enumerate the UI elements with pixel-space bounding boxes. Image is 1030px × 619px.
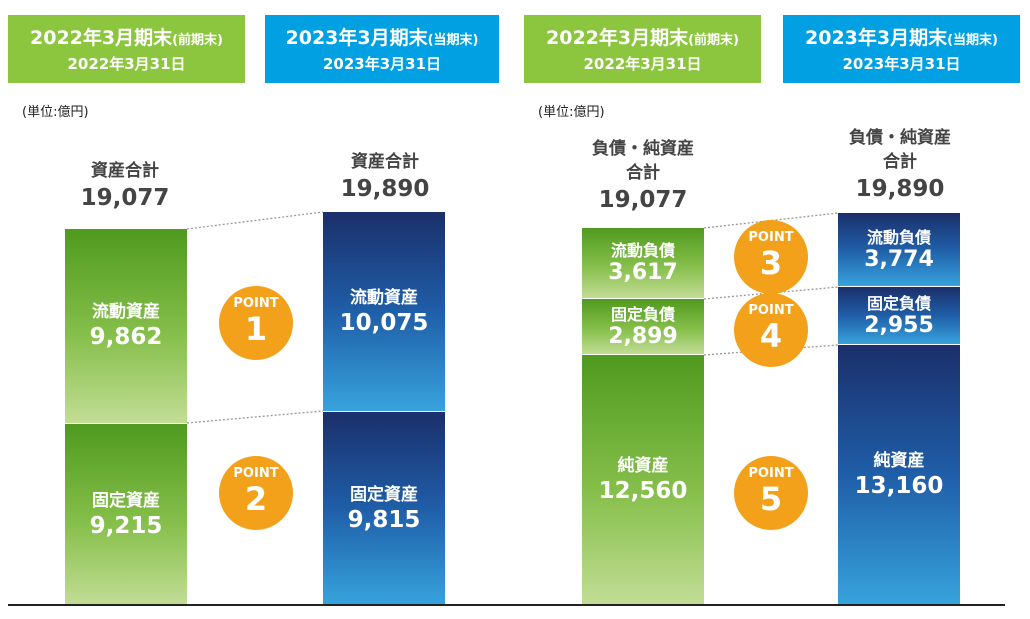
bar-fixed-assets-curr: 固定資産 9,815 <box>323 412 445 605</box>
connector-line <box>186 211 324 230</box>
total-value: 19,890 <box>340 176 430 202</box>
header-title: 2022年3月期末 <box>546 27 689 49</box>
point-word: POINT <box>233 466 279 481</box>
connector-line <box>703 212 839 229</box>
point-number: 5 <box>759 480 783 518</box>
bar-current-assets-curr: 流動資産 10,075 <box>323 212 445 411</box>
bar-current-liab-prev: 流動負債 3,617 <box>582 228 704 298</box>
point-badge-3: POINT 3 <box>734 220 808 294</box>
header-suffix: (当期末) <box>427 33 479 48</box>
bar-fixed-assets-prev: 固定資産 9,215 <box>65 424 187 605</box>
point-number: 2 <box>244 480 268 518</box>
bar-label: 純資産 <box>873 451 925 471</box>
point-badge-5: POINT 5 <box>734 456 808 530</box>
header-date: 2022年3月31日 <box>67 55 186 73</box>
bar-value: 9,815 <box>347 506 421 533</box>
total-assets-curr: 資産合計 19,890 <box>320 150 450 204</box>
header-title: 2022年3月期末 <box>30 27 173 49</box>
header-curr-right: 2023年3月期末(当期末) 2023年3月31日 <box>783 15 1020 83</box>
total-label-line2: 合計 <box>883 152 917 172</box>
bar-label: 流動資産 <box>92 302 160 322</box>
baseline <box>8 604 1005 606</box>
total-label-line2: 合計 <box>626 163 660 183</box>
bar-label: 流動資産 <box>350 287 418 308</box>
total-label-line1: 負債・純資産 <box>592 139 694 159</box>
bar-label: 固定資産 <box>92 490 160 511</box>
point-word: POINT <box>748 230 794 245</box>
bar-fixed-liab-curr: 固定負債 2,955 <box>838 287 960 344</box>
point-word: POINT <box>748 466 794 481</box>
header-curr-left: 2023年3月期末(当期末) 2023年3月31日 <box>265 15 499 83</box>
header-date: 2023年3月31日 <box>842 55 961 73</box>
point-badge-4: POINT 4 <box>734 293 808 367</box>
header-title: 2023年3月期末 <box>285 27 428 49</box>
total-liab-curr: 負債・純資産 合計 19,890 <box>825 126 975 204</box>
total-assets-prev: 資産合計 19,077 <box>60 159 190 213</box>
bar-net-assets-prev: 純資産 12,560 <box>582 355 704 605</box>
connector-line <box>186 410 324 424</box>
header-suffix: (当期末) <box>947 33 998 48</box>
point-word: POINT <box>233 296 279 311</box>
bar-value: 13,160 <box>854 473 944 499</box>
bar-fixed-liab-prev: 固定負債 2,899 <box>582 299 704 354</box>
header-date: 2022年3月31日 <box>583 55 702 73</box>
bar-value: 12,560 <box>598 478 688 504</box>
bar-label: 固定資産 <box>350 484 418 505</box>
bar-value: 2,899 <box>608 323 678 349</box>
point-number: 4 <box>759 317 783 355</box>
total-liab-prev: 負債・純資産 合計 19,077 <box>568 137 718 215</box>
total-value: 19,077 <box>80 185 170 211</box>
bar-value: 9,215 <box>89 512 163 539</box>
bar-current-liab-curr: 流動負債 3,774 <box>838 213 960 286</box>
bar-value: 2,955 <box>864 312 934 338</box>
bar-label: 固定負債 <box>610 304 675 324</box>
total-value: 19,077 <box>598 187 688 213</box>
bar-value: 10,075 <box>339 309 429 336</box>
bar-value: 9,862 <box>89 324 163 350</box>
bar-current-assets-prev: 流動資産 9,862 <box>65 229 187 423</box>
connector-line <box>703 286 839 300</box>
bar-net-assets-curr: 純資産 13,160 <box>838 345 960 605</box>
point-number: 1 <box>244 310 268 348</box>
bar-label: 固定負債 <box>866 293 931 313</box>
point-number: 3 <box>759 244 783 282</box>
unit-label-left: (単位:億円) <box>22 105 89 120</box>
unit-label-right: (単位:億円) <box>538 105 605 120</box>
total-label: 資産合計 <box>91 161 159 181</box>
point-badge-2: POINT 2 <box>219 456 293 530</box>
header-prev-right: 2022年3月期末(前期末) 2022年3月31日 <box>524 15 761 83</box>
header-date: 2023年3月31日 <box>322 55 442 73</box>
bar-label: 流動負債 <box>610 241 675 260</box>
point-word: POINT <box>748 303 794 318</box>
total-label-line1: 負債・純資産 <box>849 128 951 148</box>
point-badge-1: POINT 1 <box>219 286 293 360</box>
bar-value: 3,774 <box>864 246 934 272</box>
bar-label: 純資産 <box>617 456 669 476</box>
header-title: 2023年3月期末 <box>805 27 948 49</box>
bar-label: 流動負債 <box>866 227 931 247</box>
bar-value: 3,617 <box>608 260 678 285</box>
header-prev-left: 2022年3月期末(前期末) 2022年3月31日 <box>8 15 245 83</box>
total-label: 資産合計 <box>351 152 419 172</box>
header-suffix: (前期末) <box>688 33 739 48</box>
total-value: 19,890 <box>855 176 945 202</box>
header-suffix: (前期末) <box>172 33 223 48</box>
